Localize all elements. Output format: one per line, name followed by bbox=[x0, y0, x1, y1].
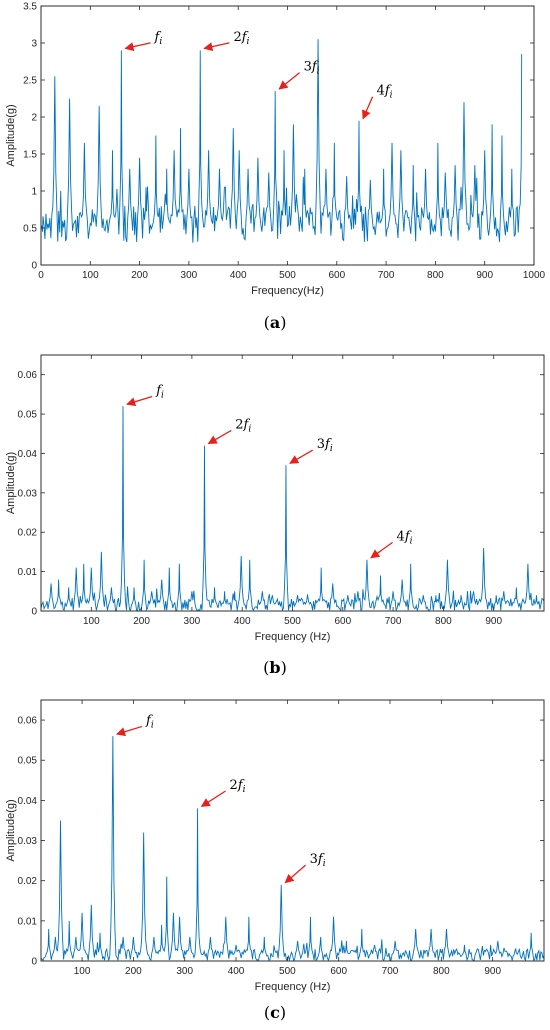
annotation-label: 3fi bbox=[310, 852, 326, 869]
y-tick-label: 0 bbox=[31, 261, 37, 272]
x-tick-label: 100 bbox=[83, 616, 100, 627]
chart-panel-a: 0 100 200 300 400 500 600 700 800 900 1000 0 0.5 1 1.5… bbox=[0, 0, 550, 300]
y-axis-label: Amplitude(g) bbox=[5, 799, 17, 861]
annotation-arrow bbox=[370, 541, 393, 559]
x-tick-label: 600 bbox=[328, 270, 345, 281]
x-tick-label: 700 bbox=[378, 270, 395, 281]
x-tick-label: 400 bbox=[234, 616, 251, 627]
annotation-label: 3fi bbox=[317, 437, 333, 454]
x-tick-label: 200 bbox=[133, 616, 150, 627]
y-tick-label: 0.06 bbox=[18, 716, 38, 727]
x-tick-label: 900 bbox=[484, 966, 501, 977]
annotation-label: 4fi bbox=[397, 529, 413, 546]
annotation-label: 3fi bbox=[304, 60, 320, 77]
x-tick-label: 100 bbox=[82, 270, 99, 281]
y-tick-label: 0.03 bbox=[18, 488, 38, 499]
annotation-label: 4fi bbox=[377, 84, 393, 101]
x-tick-label: 300 bbox=[176, 966, 193, 977]
y-tick-label: 0.04 bbox=[18, 796, 38, 807]
y-tick-label: 2 bbox=[31, 113, 37, 124]
y-tick-label: 0.03 bbox=[18, 836, 38, 847]
annotation-arrow bbox=[362, 96, 374, 120]
x-tick-label: 900 bbox=[476, 270, 493, 281]
x-tick-label: 200 bbox=[131, 270, 148, 281]
annotation-arrow bbox=[284, 864, 307, 884]
spectrum-series-line bbox=[40, 406, 545, 612]
caption-c: (c) bbox=[263, 1003, 287, 1022]
x-tick-label: 700 bbox=[382, 966, 399, 977]
y-tick-label: 0 bbox=[31, 607, 37, 618]
annotation-label: fi bbox=[154, 30, 163, 47]
x-tick-label: 600 bbox=[330, 966, 347, 977]
caption-b: (b) bbox=[263, 658, 287, 677]
x-tick-label: 700 bbox=[385, 616, 402, 627]
x-axis-label: Frequency(Hz) bbox=[251, 285, 324, 297]
y-axis-label: Amplitude(g) bbox=[5, 104, 17, 166]
annotation-arrow bbox=[200, 790, 226, 807]
annotation-arrow bbox=[278, 72, 300, 90]
annotation-arrow bbox=[289, 449, 314, 464]
x-tick-label: 800 bbox=[433, 966, 450, 977]
x-tick-label: 300 bbox=[181, 270, 198, 281]
y-tick-label: 0.04 bbox=[18, 449, 38, 460]
annotation-label: 2fi bbox=[230, 778, 246, 795]
x-tick-label: 200 bbox=[125, 966, 142, 977]
x-tick-label: 1000 bbox=[523, 270, 546, 281]
y-tick-label: 3.5 bbox=[23, 2, 37, 13]
y-tick-label: 0.05 bbox=[18, 756, 38, 767]
x-axis-label: Frequency (Hz) bbox=[255, 981, 331, 993]
y-tick-label: 3 bbox=[31, 39, 37, 50]
x-tick-label: 800 bbox=[435, 616, 452, 627]
caption-a: (a) bbox=[263, 313, 287, 332]
annotation-arrow bbox=[115, 725, 143, 737]
chart-c-svg: 100 200 300 400 500 600 700 800 900 0 0.01 0.02 0.03… bbox=[5, 699, 545, 993]
y-tick-label: 0.06 bbox=[18, 370, 38, 381]
annotation-arrow bbox=[203, 42, 230, 52]
y-tick-label: 1 bbox=[31, 187, 37, 198]
chart-a-svg: 0 100 200 300 400 500 600 700 800 900 1000 0 0.5 1 1.5… bbox=[5, 2, 546, 298]
annotation-arrow bbox=[124, 42, 151, 52]
spectrum-series-line bbox=[40, 39, 523, 243]
y-tick-label: 0 bbox=[31, 957, 37, 968]
y-tick-label: 0.05 bbox=[18, 410, 38, 421]
x-axis-label: Frequency (Hz) bbox=[255, 631, 331, 643]
y-tick-label: 1.5 bbox=[23, 150, 37, 161]
y-tick-label: 0.02 bbox=[18, 528, 38, 539]
plot-area bbox=[40, 699, 545, 962]
plot-area bbox=[40, 354, 545, 612]
annotation-label: fi bbox=[155, 384, 164, 401]
annotation-label: 2fi bbox=[233, 30, 249, 47]
x-tick-label: 400 bbox=[230, 270, 247, 281]
chart-b-svg: 100 200 300 400 500 600 700 800 900 0 0.01 0.02 0.03… bbox=[5, 354, 545, 643]
x-tick-label: 900 bbox=[485, 616, 502, 627]
annotation-label: fi bbox=[145, 713, 154, 730]
x-tick-label: 500 bbox=[279, 966, 296, 977]
annotation-arrow bbox=[126, 395, 153, 407]
x-tick-label: 300 bbox=[184, 616, 201, 627]
spectrum-series-line bbox=[40, 736, 545, 962]
y-tick-label: 0.02 bbox=[18, 876, 38, 887]
y-tick-label: 0.01 bbox=[18, 916, 38, 927]
chart-panel-c: 100 200 300 400 500 600 700 800 900 0 0.01 0.02 0.03… bbox=[0, 690, 550, 995]
y-tick-label: 0.01 bbox=[18, 567, 38, 578]
annotation-arrow bbox=[207, 429, 232, 445]
x-tick-label: 600 bbox=[334, 616, 351, 627]
x-tick-label: 400 bbox=[228, 966, 245, 977]
x-tick-label: 0 bbox=[38, 270, 44, 281]
x-tick-label: 500 bbox=[279, 270, 296, 281]
y-tick-label: 2.5 bbox=[23, 76, 37, 87]
chart-panel-b: 100 200 300 400 500 600 700 800 900 0 0.01 0.02 0.03… bbox=[0, 345, 550, 645]
x-tick-label: 800 bbox=[427, 270, 444, 281]
y-axis-label: Amplitude(g) bbox=[5, 452, 17, 514]
annotation-label: 2fi bbox=[235, 417, 251, 434]
x-tick-label: 500 bbox=[284, 616, 301, 627]
x-tick-label: 100 bbox=[74, 966, 91, 977]
y-tick-label: 0.5 bbox=[23, 224, 37, 235]
